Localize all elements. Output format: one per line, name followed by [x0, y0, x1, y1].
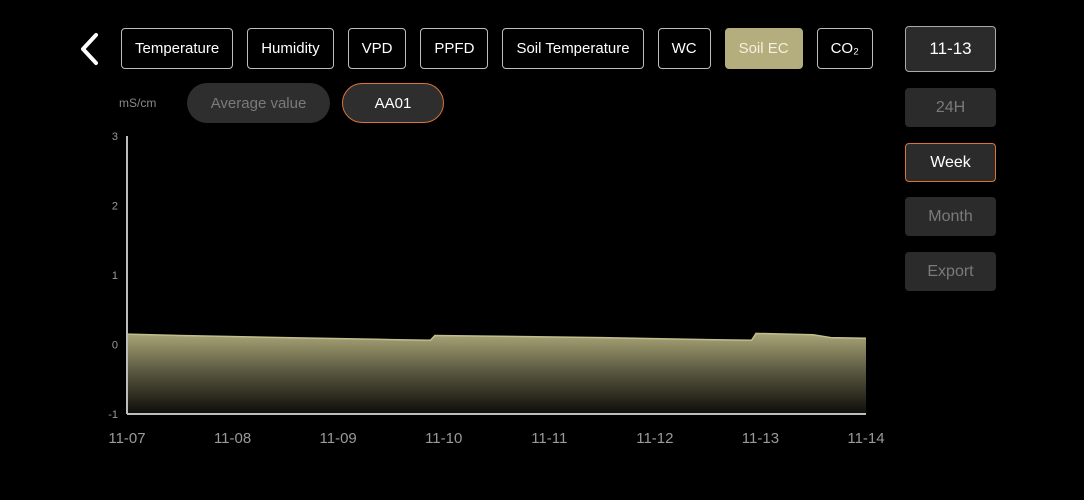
series-area-aa01: [127, 333, 866, 414]
y-tick-label: -1: [108, 409, 118, 421]
tab-soil-ec[interactable]: Soil EC: [724, 28, 803, 69]
metric-tabs: Temperature Humidity VPD PPFD Soil Temperatu…: [121, 28, 873, 69]
date-picker-button[interactable]: 11-13: [905, 26, 996, 72]
x-tick-label: 11-14: [847, 430, 884, 447]
x-tick-label: 11-07: [108, 430, 145, 447]
x-tick-label: 11-13: [742, 430, 779, 447]
series-line-aa01: [126, 332, 867, 342]
tab-vpd[interactable]: VPD: [347, 28, 407, 69]
x-tick-label: 11-12: [636, 430, 673, 447]
unit-label: mS/cm: [119, 96, 157, 110]
range-24h-button[interactable]: 24H: [905, 88, 996, 127]
y-tick-label: 2: [112, 201, 118, 213]
range-week-button[interactable]: Week: [905, 143, 996, 182]
y-tick-label: 1: [112, 270, 118, 282]
range-month-button[interactable]: Month: [905, 197, 996, 236]
tab-co-[interactable]: CO₂: [816, 28, 873, 69]
y-tick-label: 0: [112, 340, 118, 352]
x-tick-label: 11-08: [214, 430, 251, 447]
x-tick-label: 11-09: [320, 430, 357, 447]
average-value-pill[interactable]: Average value: [187, 83, 330, 123]
tab-ppfd[interactable]: PPFD: [420, 28, 489, 69]
x-tick-label: 11-11: [531, 430, 567, 447]
tab-soil-temperature[interactable]: Soil Temperature: [502, 28, 644, 69]
export-button[interactable]: Export: [905, 252, 996, 291]
tab-wc[interactable]: WC: [657, 28, 711, 69]
tab-humidity[interactable]: Humidity: [247, 28, 334, 69]
back-chevron-icon[interactable]: [76, 32, 104, 66]
device-aa01-pill[interactable]: AA01: [342, 83, 444, 123]
tab-temperature[interactable]: Temperature: [121, 28, 234, 69]
y-tick-label: 3: [112, 131, 118, 143]
x-tick-label: 11-10: [425, 430, 462, 447]
